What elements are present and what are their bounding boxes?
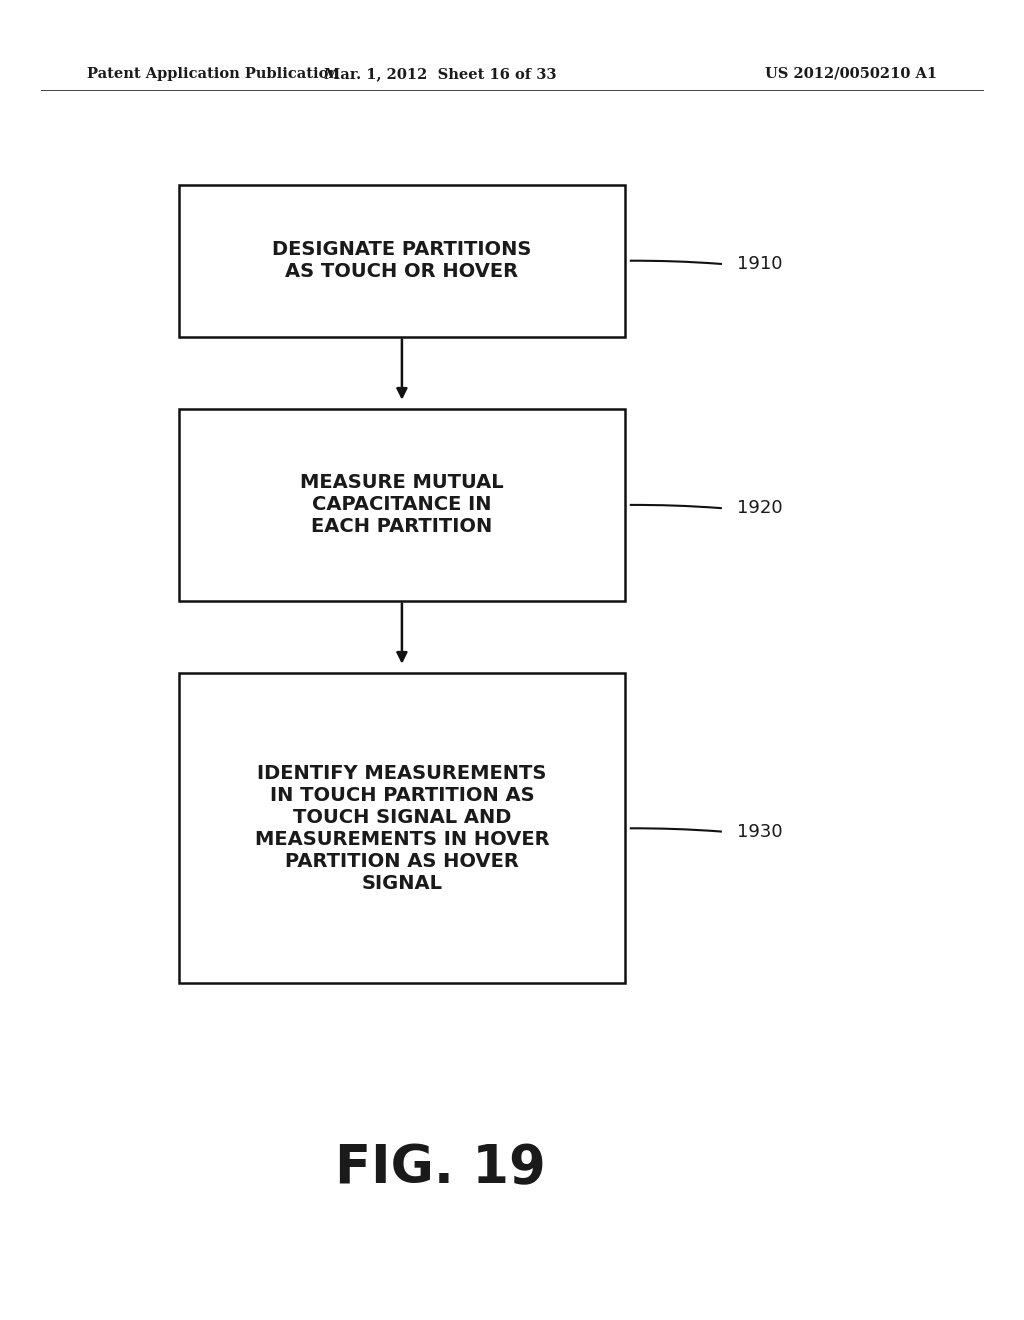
Text: US 2012/0050210 A1: US 2012/0050210 A1 — [765, 67, 937, 81]
Bar — [179, 185, 625, 337]
Text: 1910: 1910 — [737, 255, 782, 273]
Text: MEASURE MUTUAL
CAPACITANCE IN
EACH PARTITION: MEASURE MUTUAL CAPACITANCE IN EACH PARTI… — [300, 474, 504, 536]
Text: FIG. 19: FIG. 19 — [335, 1142, 546, 1195]
Text: IDENTIFY MEASUREMENTS
IN TOUCH PARTITION AS
TOUCH SIGNAL AND
MEASUREMENTS IN HOV: IDENTIFY MEASUREMENTS IN TOUCH PARTITION… — [255, 764, 549, 892]
Text: 1920: 1920 — [737, 499, 783, 517]
Bar — [179, 409, 625, 601]
Text: Mar. 1, 2012  Sheet 16 of 33: Mar. 1, 2012 Sheet 16 of 33 — [324, 67, 557, 81]
Text: 1930: 1930 — [737, 822, 783, 841]
Bar — [179, 673, 625, 983]
Text: Patent Application Publication: Patent Application Publication — [87, 67, 339, 81]
Text: DESIGNATE PARTITIONS
AS TOUCH OR HOVER: DESIGNATE PARTITIONS AS TOUCH OR HOVER — [272, 240, 531, 281]
